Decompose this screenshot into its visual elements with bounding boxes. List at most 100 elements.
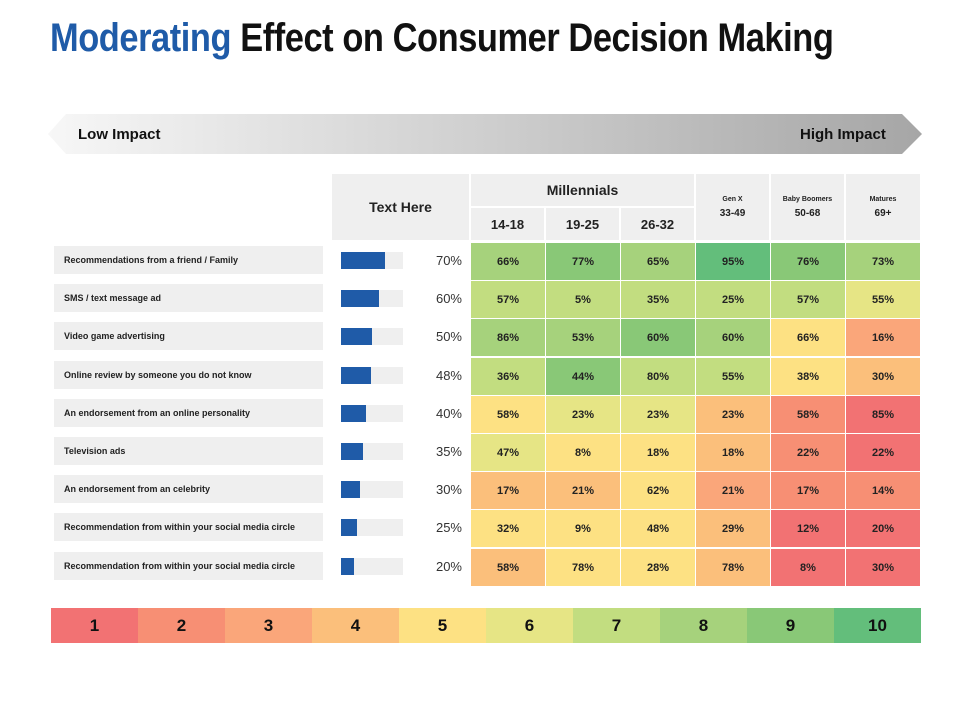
scale-step: 2 xyxy=(138,608,225,643)
header-boomers-name: Baby Boomers xyxy=(782,195,833,203)
bar xyxy=(341,443,363,460)
scale-step: 6 xyxy=(486,608,573,643)
heatmap-cell: 8% xyxy=(771,549,845,586)
heatmap-cell: 78% xyxy=(696,549,770,586)
heatmap-cell: 23% xyxy=(621,396,695,433)
heatmap-cell: 23% xyxy=(696,396,770,433)
header-age-26-32: 26-32 xyxy=(621,208,694,240)
heatmap-cell: 48% xyxy=(621,510,695,547)
header-matures-range: 69+ xyxy=(874,207,892,219)
heatmap-cell: 16% xyxy=(846,319,920,356)
heatmap-cell: 60% xyxy=(696,319,770,356)
heatmap-cell: 62% xyxy=(621,472,695,509)
bar-value-label: 35% xyxy=(435,444,462,459)
page-title: Moderating Effect on Consumer Decision M… xyxy=(50,16,834,61)
row-label: An endorsement from an online personalit… xyxy=(54,399,323,427)
scale-step: 4 xyxy=(312,608,399,643)
heatmap-cell: 30% xyxy=(846,549,920,586)
heatmap-cell: 36% xyxy=(471,358,545,395)
heatmap-cell: 85% xyxy=(846,396,920,433)
heatmap-cell: 77% xyxy=(546,243,620,280)
bar xyxy=(341,367,371,384)
heatmap-cell: 57% xyxy=(771,281,845,318)
heatmap-cell: 18% xyxy=(621,434,695,471)
heatmap-cell: 5% xyxy=(546,281,620,318)
bar-value-label: 25% xyxy=(435,520,462,535)
heatmap-cell: 38% xyxy=(771,358,845,395)
row-label: Television ads xyxy=(54,437,323,465)
header-boomers: Baby Boomers 50-68 xyxy=(771,174,844,240)
heatmap-cell: 21% xyxy=(546,472,620,509)
header-genx-name: Gen X xyxy=(722,195,743,203)
scale-step: 10 xyxy=(834,608,921,643)
title-rest: Effect on Consumer Decision Making xyxy=(240,16,834,60)
title-accent: Moderating xyxy=(50,16,232,60)
scale-step: 7 xyxy=(573,608,660,643)
heatmap-cell: 58% xyxy=(471,396,545,433)
heatmap-cell: 76% xyxy=(771,243,845,280)
row-label: Recommendation from within your social m… xyxy=(54,513,323,541)
scale-step: 5 xyxy=(399,608,486,643)
header-genx-range: 33-49 xyxy=(719,207,746,219)
bar xyxy=(341,252,385,269)
heatmap-cell: 17% xyxy=(771,472,845,509)
heatmap-cell: 21% xyxy=(696,472,770,509)
heatmap-cell: 73% xyxy=(846,243,920,280)
heatmap-cell: 58% xyxy=(771,396,845,433)
bar xyxy=(341,558,354,575)
heatmap-cell: 53% xyxy=(546,319,620,356)
header-age-14-18: 14-18 xyxy=(471,208,544,240)
scale-step: 9 xyxy=(747,608,834,643)
heatmap-cell: 12% xyxy=(771,510,845,547)
row-label: Online review by someone you do not know xyxy=(54,361,323,389)
header-age-19-25: 19-25 xyxy=(546,208,619,240)
row-label: Recommendations from a friend / Family xyxy=(54,246,323,274)
impact-arrow xyxy=(48,114,922,154)
heatmap-cell: 66% xyxy=(771,319,845,356)
bar-value-label: 50% xyxy=(435,329,462,344)
bar-value-label: 60% xyxy=(435,291,462,306)
header-boomers-range: 50-68 xyxy=(794,207,821,219)
heatmap-cell: 14% xyxy=(846,472,920,509)
header-matures: Matures 69+ xyxy=(846,174,920,240)
heatmap-cell: 58% xyxy=(471,549,545,586)
header-millennials: Millennials xyxy=(471,174,694,206)
bar xyxy=(341,405,366,422)
heatmap-cell: 28% xyxy=(621,549,695,586)
row-label: An endorsement from an celebrity xyxy=(54,475,323,503)
heatmap-cell: 25% xyxy=(696,281,770,318)
heatmap-cell: 8% xyxy=(546,434,620,471)
heatmap-cell: 35% xyxy=(621,281,695,318)
scale-step: 3 xyxy=(225,608,312,643)
bar-value-label: 70% xyxy=(435,253,462,268)
scale-step: 1 xyxy=(51,608,138,643)
row-label: Video game advertising xyxy=(54,322,323,350)
heatmap-cell: 57% xyxy=(471,281,545,318)
heatmap-cell: 65% xyxy=(621,243,695,280)
header-genx: Gen X 33-49 xyxy=(696,174,769,240)
bar xyxy=(341,481,360,498)
bar-value-label: 30% xyxy=(435,482,462,497)
heatmap-cell: 55% xyxy=(696,358,770,395)
bar xyxy=(341,519,357,536)
heatmap-cell: 66% xyxy=(471,243,545,280)
heatmap-cell: 30% xyxy=(846,358,920,395)
heatmap-cell: 55% xyxy=(846,281,920,318)
heatmap-cell: 60% xyxy=(621,319,695,356)
heatmap-cell: 80% xyxy=(621,358,695,395)
heatmap-cell: 22% xyxy=(771,434,845,471)
heatmap-cell: 23% xyxy=(546,396,620,433)
header-text-here: Text Here xyxy=(332,174,469,240)
bar xyxy=(341,290,379,307)
bar-value-label: 48% xyxy=(435,368,462,383)
heatmap-cell: 9% xyxy=(546,510,620,547)
heatmap-cell: 86% xyxy=(471,319,545,356)
heatmap-cell: 18% xyxy=(696,434,770,471)
high-impact-label: High Impact xyxy=(800,126,886,143)
heatmap-cell: 95% xyxy=(696,243,770,280)
bar xyxy=(341,328,372,345)
row-label: SMS / text message ad xyxy=(54,284,323,312)
heatmap-cell: 17% xyxy=(471,472,545,509)
header-matures-name: Matures xyxy=(869,195,897,203)
low-impact-label: Low Impact xyxy=(78,126,161,143)
